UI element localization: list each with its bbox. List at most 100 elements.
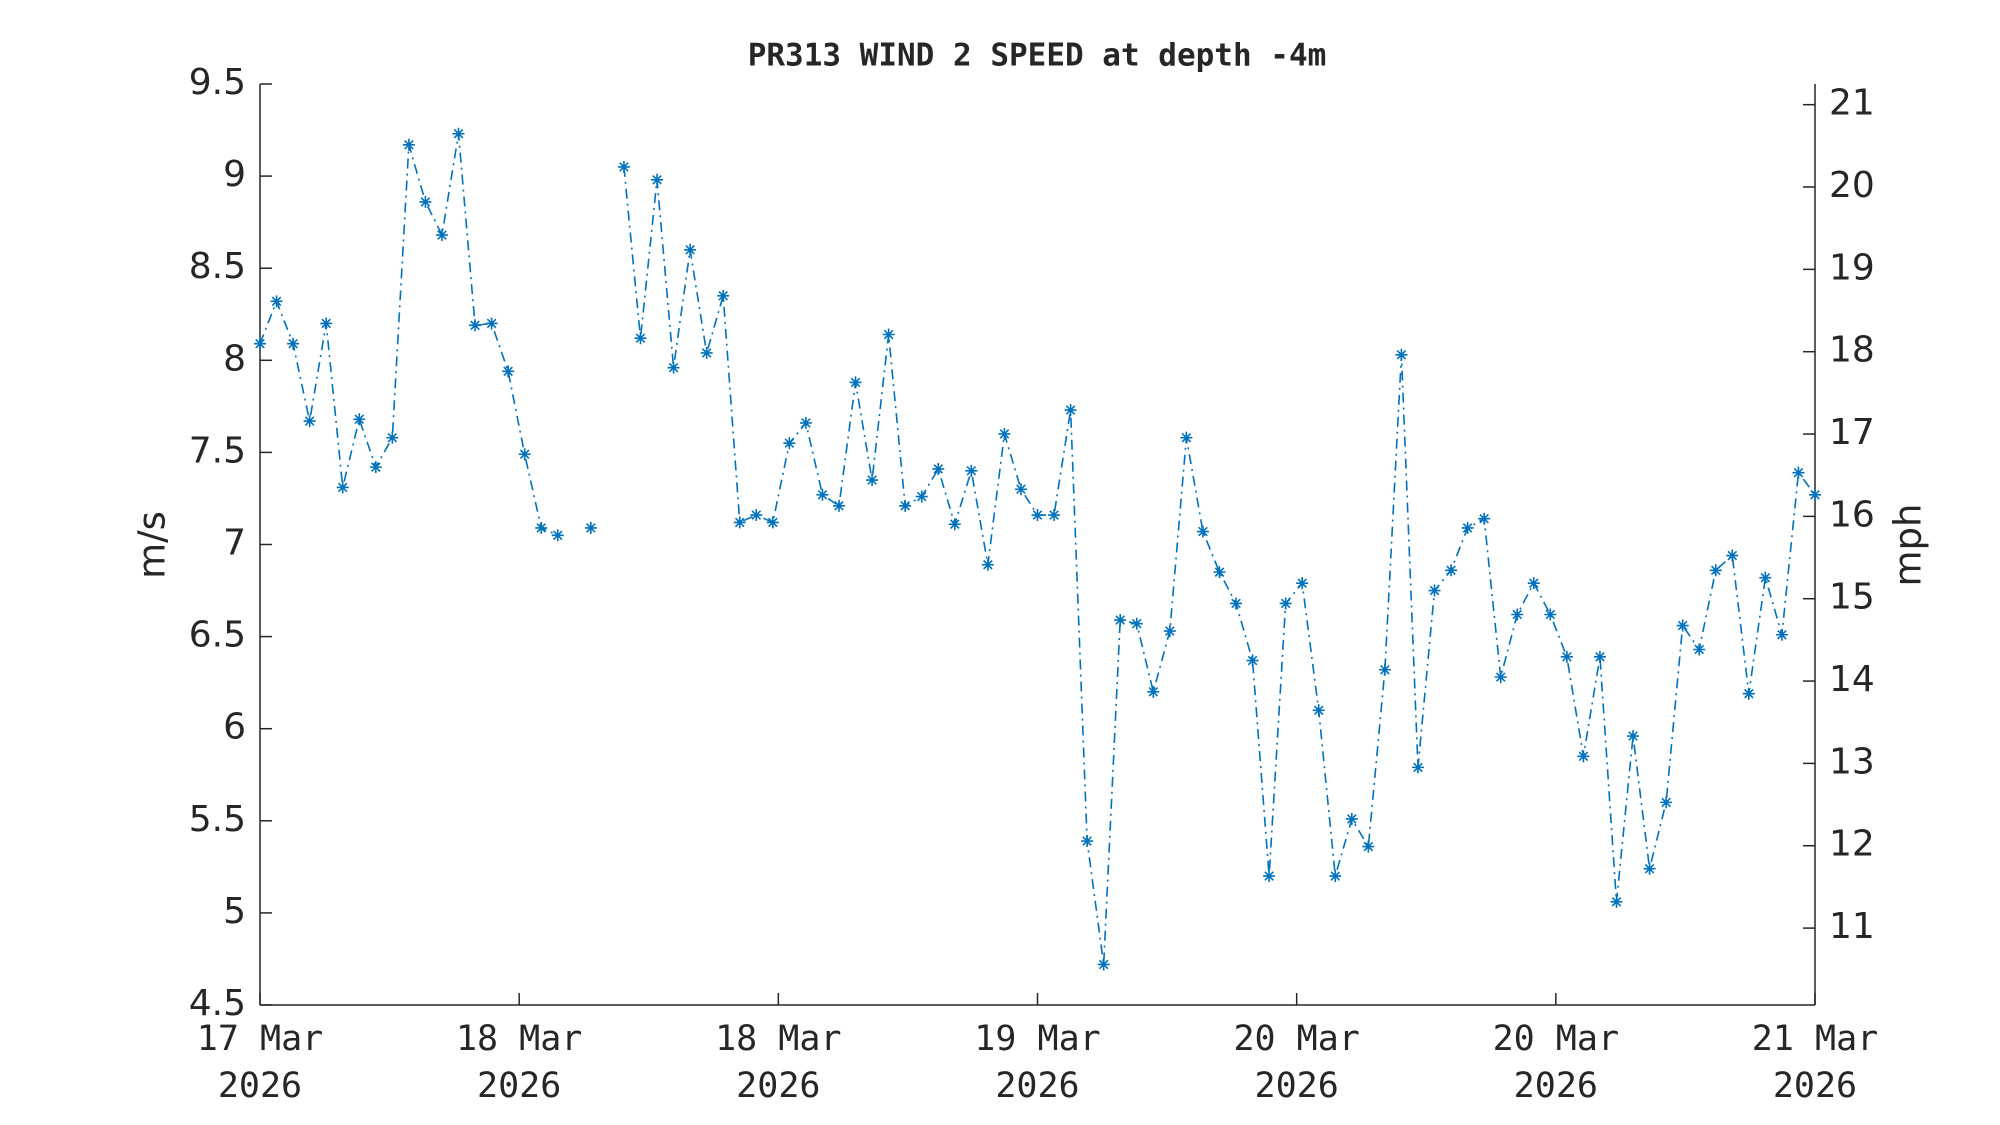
- data-marker: [1097, 958, 1110, 971]
- axes: [259, 84, 1816, 1006]
- data-marker: [485, 317, 498, 330]
- data-marker: [750, 509, 763, 522]
- data-marker: [1693, 643, 1706, 656]
- data-marker: [1809, 488, 1821, 501]
- data-marker: [717, 289, 730, 302]
- data-marker: [1279, 597, 1292, 610]
- tick-label-line: 20 Mar: [1233, 1019, 1359, 1059]
- data-marker: [303, 415, 316, 428]
- data-marker: [584, 521, 597, 534]
- data-marker: [1726, 549, 1739, 562]
- data-marker: [535, 521, 548, 534]
- y2-axis-label: mph: [1887, 504, 1930, 587]
- data-marker: [1742, 687, 1755, 700]
- data-marker: [932, 462, 945, 475]
- data-marker: [1461, 521, 1474, 534]
- data-marker: [1478, 512, 1491, 525]
- data-marker: [1428, 584, 1441, 597]
- data-marker: [254, 337, 266, 350]
- data-marker: [1660, 796, 1673, 809]
- tick-label-line: 2026: [736, 1066, 820, 1106]
- data-marker: [1709, 564, 1722, 577]
- data-marker: [435, 229, 448, 242]
- data-marker: [1048, 509, 1061, 522]
- tick-label-line: 17 Mar: [197, 1019, 323, 1059]
- data-marker: [502, 365, 515, 378]
- data-marker: [1329, 870, 1342, 883]
- tick-label-line: 2026: [1255, 1066, 1339, 1106]
- y-tick-label: 5: [223, 891, 246, 932]
- y2-tick-label: 11: [1829, 906, 1875, 947]
- data-marker: [684, 243, 697, 256]
- data-marker: [651, 173, 664, 186]
- y-tick-label: 7: [223, 523, 246, 564]
- data-marker: [1792, 466, 1805, 479]
- y2-tick-label: 20: [1829, 165, 1875, 206]
- data-marker: [667, 361, 680, 374]
- y-tick-label: 7.5: [189, 430, 246, 471]
- data-marker: [1511, 608, 1524, 621]
- data-marker: [882, 328, 895, 341]
- tick-label-line: 2026: [218, 1066, 302, 1106]
- data-marker: [1544, 608, 1557, 621]
- data-marker: [965, 464, 978, 477]
- data-marker: [899, 499, 912, 512]
- data-marker: [1775, 628, 1788, 641]
- data-marker: [1130, 617, 1143, 630]
- data-marker: [1527, 577, 1540, 590]
- data-marker: [336, 481, 349, 494]
- data-marker: [1610, 895, 1623, 908]
- data-marker: [1643, 862, 1656, 875]
- data-marker: [1445, 564, 1458, 577]
- y2-tick-label: 14: [1829, 659, 1875, 700]
- data-marker: [866, 474, 879, 487]
- y-tick-label: 9: [223, 154, 246, 195]
- y-tick-label: 9.5: [189, 62, 246, 103]
- data-marker: [551, 529, 564, 542]
- data-marker: [1312, 704, 1325, 717]
- data-marker: [1494, 671, 1507, 684]
- data-marker: [799, 416, 812, 429]
- y2-tick-label: 15: [1829, 577, 1875, 618]
- data-marker: [1395, 348, 1408, 361]
- y2-tick-label: 16: [1829, 494, 1875, 535]
- data-marker: [617, 160, 630, 173]
- data-marker: [1627, 730, 1640, 743]
- data-marker: [733, 516, 746, 529]
- data-marker: [386, 431, 399, 444]
- tick-label-line: 2026: [477, 1066, 561, 1106]
- data-marker: [915, 490, 928, 503]
- y-tick-label: 8: [223, 338, 246, 379]
- data-marker: [1031, 509, 1044, 522]
- tick-label-line: 20 Mar: [1493, 1019, 1619, 1059]
- data-marker: [353, 413, 366, 426]
- x-tick-label: 19 Mar 2026: [974, 1019, 1100, 1106]
- data-marker: [287, 337, 300, 350]
- x-tick-label: 18 Mar 2026: [715, 1019, 841, 1106]
- data-marker: [1263, 870, 1276, 883]
- data-marker: [816, 488, 829, 501]
- y2-tick-label: 18: [1829, 330, 1875, 371]
- data-marker: [1296, 577, 1309, 590]
- data-marker: [452, 127, 465, 140]
- tick-label-line: 21 Mar: [1752, 1019, 1878, 1059]
- data-marker: [1577, 750, 1590, 763]
- data-marker: [1560, 650, 1573, 663]
- y-axis-label: m/s: [131, 511, 174, 579]
- y-tick-label: 4.5: [189, 983, 246, 1024]
- y2-tick-label: 12: [1829, 824, 1875, 865]
- data-marker: [320, 317, 333, 330]
- x-tick-label: 21 Mar 2026: [1752, 1019, 1878, 1106]
- data-marker: [402, 138, 415, 151]
- y-tick-label: 6: [223, 707, 246, 748]
- x-tick-label: 17 Mar 2026: [197, 1019, 323, 1106]
- data-marker: [419, 195, 432, 208]
- data-marker: [1064, 404, 1077, 417]
- data-marker: [783, 437, 796, 450]
- data-marker: [948, 518, 961, 531]
- data-marker: [469, 319, 482, 332]
- data-marker: [634, 332, 647, 345]
- data-marker: [1411, 761, 1424, 774]
